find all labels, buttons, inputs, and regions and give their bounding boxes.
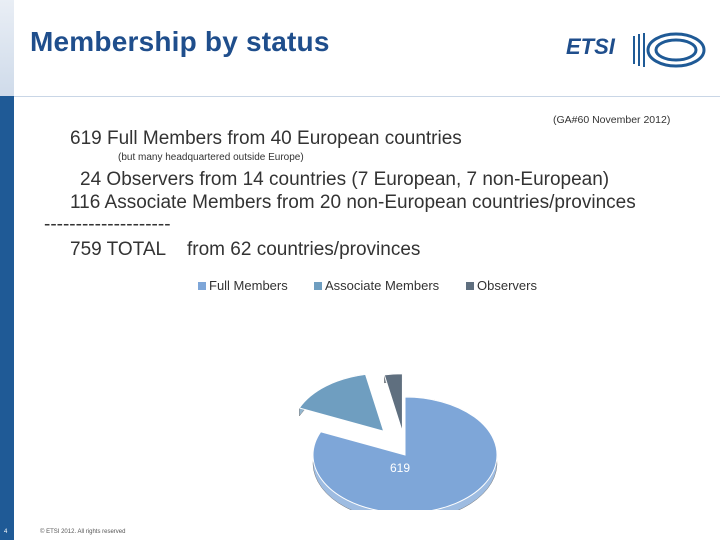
pie-slice-full-members <box>312 396 498 510</box>
legend-label: Observers <box>477 278 537 293</box>
slide-title: Membership by status <box>30 26 330 57</box>
header-divider <box>14 96 720 97</box>
etsi-logo: ETSI <box>566 32 706 68</box>
meeting-note: (GA#60 November 2012) <box>553 114 671 126</box>
logo-text: ETSI <box>566 34 616 59</box>
pie-data-label: 116 <box>310 351 329 365</box>
pie-slice-associate-members <box>298 373 385 432</box>
pie-data-label: 24 <box>373 327 387 341</box>
legend-swatch <box>466 282 474 290</box>
membership-pie-chart: 619 116 24 <box>298 327 498 510</box>
legend-swatch <box>314 282 322 290</box>
left-bar-top <box>0 0 14 96</box>
full-members-subtext: (but many headquartered outside Europe) <box>118 152 304 163</box>
pie-data-label: 619 <box>390 461 410 475</box>
copyright-footer: © ETSI 2012. All rights reserved <box>40 529 126 535</box>
full-members-text: 619 Full Members from 40 European countr… <box>70 128 462 149</box>
total-suffix: from 62 countries/provinces <box>187 239 421 260</box>
left-side-bar <box>0 96 14 540</box>
legend-item-full-members: Full Members <box>198 278 288 293</box>
legend-label: Associate Members <box>325 278 440 293</box>
pie-slice-observers <box>383 373 403 432</box>
legend-swatch <box>198 282 206 290</box>
page-number: 4 <box>4 529 8 535</box>
total-label: 759 TOTAL <box>70 239 167 260</box>
dashed-separator: -------------------- <box>44 214 171 235</box>
legend-item-observers: Observers <box>466 278 537 293</box>
legend-label: Full Members <box>209 278 288 293</box>
associate-members-text: 116 Associate Members from 20 non-Europe… <box>70 192 636 213</box>
observers-text: 24 Observers from 14 countries (7 Europe… <box>80 169 610 190</box>
legend-item-associate-members: Associate Members <box>314 278 439 293</box>
